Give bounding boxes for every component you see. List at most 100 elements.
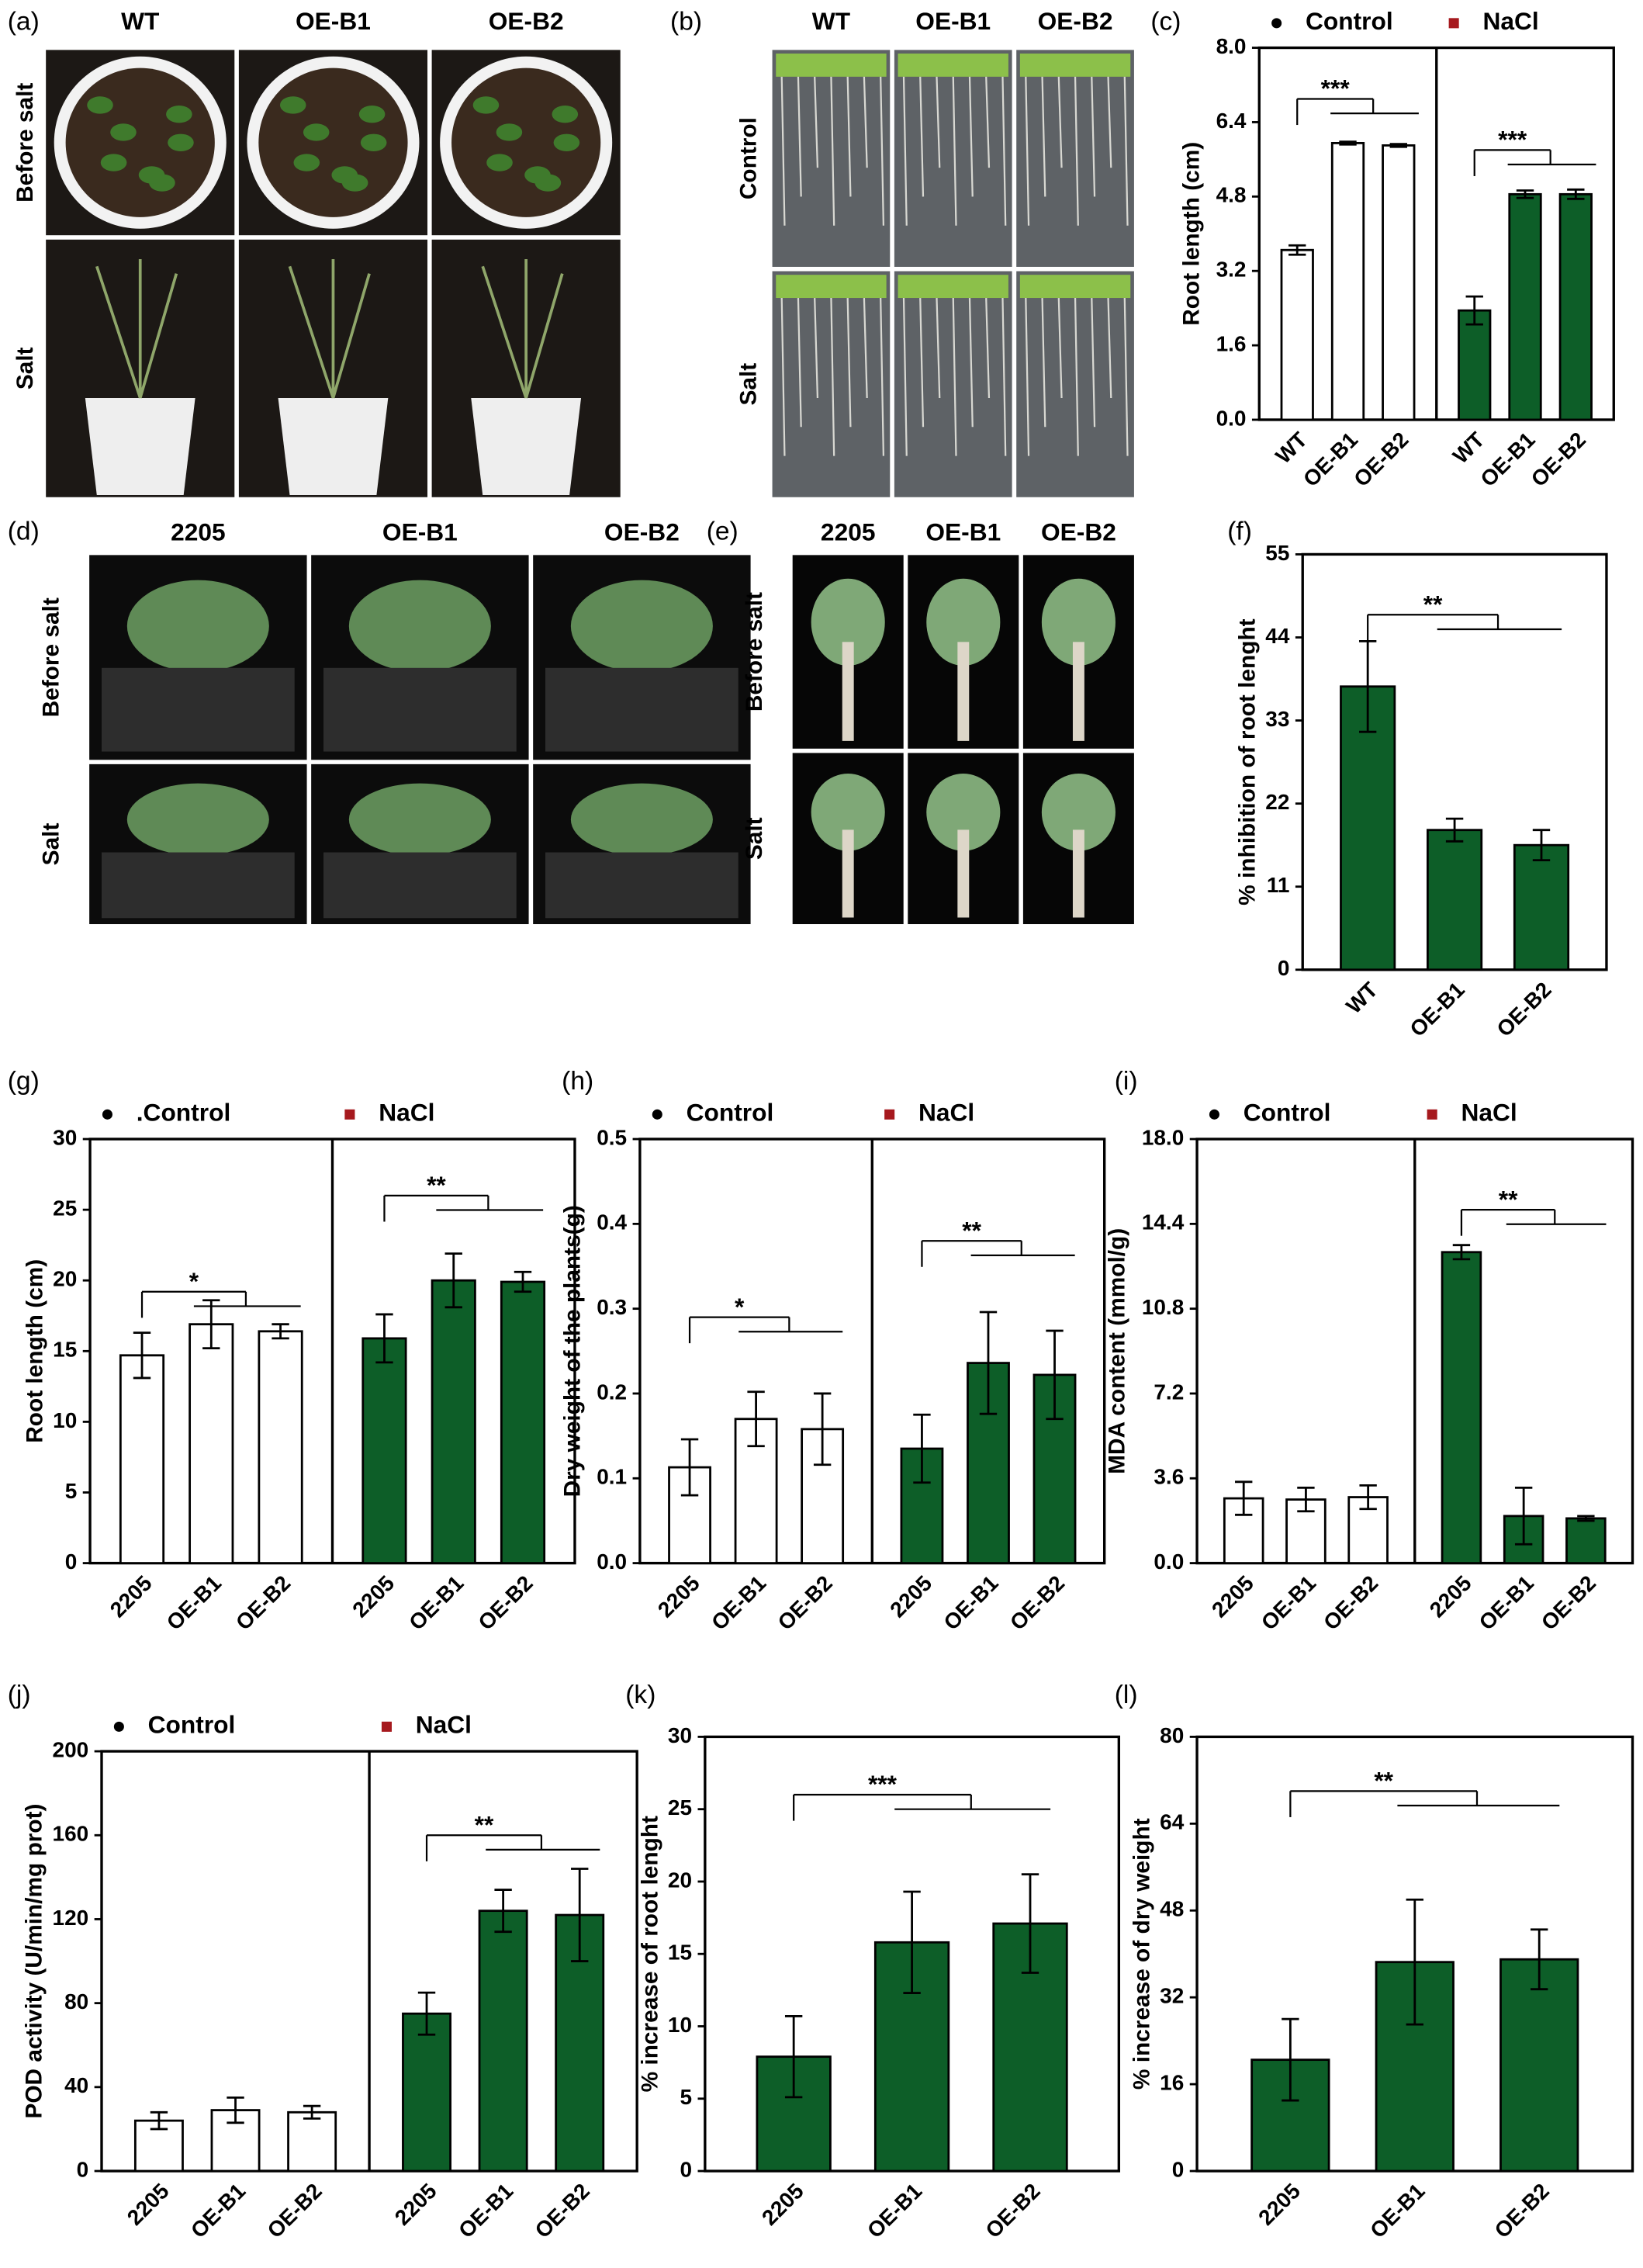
x-tick-label: WT (1271, 428, 1312, 469)
panel-label: (h) (562, 1067, 593, 1096)
root (780, 298, 786, 456)
x-tick-label: 2205 (390, 2179, 441, 2230)
root (1123, 298, 1129, 456)
column-header: 2205 (171, 518, 226, 546)
y-tick-label: 22 (1265, 790, 1289, 814)
x-tick-label: OE-B2 (1537, 1571, 1600, 1635)
tray (101, 852, 295, 919)
panel-label: (d) (8, 517, 40, 545)
x-tick-label: 2205 (885, 1571, 936, 1622)
y-tick-label: 25 (53, 1196, 77, 1221)
root (1041, 76, 1046, 197)
bar (1565, 1517, 1607, 1564)
root (968, 76, 974, 197)
y-tick-label: 16 (1160, 2070, 1184, 2094)
tray (545, 852, 738, 919)
x-tick-label: OE-B1 (939, 1571, 1002, 1635)
root (1072, 642, 1084, 741)
legend-label: NaCl (1482, 7, 1538, 35)
legend-label: NaCl (416, 1711, 472, 1739)
y-tick-label: 5 (65, 1479, 78, 1503)
x-tick-label: OE-B1 (1257, 1571, 1320, 1635)
root (919, 298, 925, 428)
y-tick-label: 1.6 (1216, 331, 1247, 355)
root (863, 76, 868, 168)
y-tick-label: 20 (53, 1267, 77, 1291)
bar (1280, 248, 1314, 421)
root (814, 76, 819, 168)
leaf (496, 123, 523, 141)
y-tick-label: 0.4 (597, 1210, 627, 1234)
x-tick-label: OE-B1 (162, 1571, 226, 1635)
y-axis-label: % increase of root lenght (637, 1816, 662, 2092)
root (1041, 298, 1046, 428)
leaf (486, 154, 513, 171)
root (1025, 76, 1030, 226)
root (936, 298, 941, 399)
y-tick-label: 15 (53, 1338, 77, 1362)
row-label: Control (736, 117, 762, 199)
plant (126, 783, 269, 856)
sig-label: ** (962, 1216, 981, 1244)
y-axis-label: % increase of dry weight (1129, 1818, 1155, 2090)
y-tick-label: 0.0 (1154, 1550, 1184, 1574)
stems (95, 258, 178, 399)
seedlings (776, 54, 887, 77)
x-tick-label: OE-B2 (1492, 978, 1555, 1041)
x-tick-label: OE-B2 (1319, 1571, 1382, 1635)
leaf (331, 166, 358, 184)
x-tick-label: OE-B1 (186, 2179, 250, 2242)
root (1025, 298, 1030, 456)
row-label: Salt (12, 347, 38, 390)
y-tick-label: 10 (668, 2013, 692, 2037)
y-tick-label: 40 (64, 2073, 88, 2097)
x-tick-label: OE-B2 (981, 2179, 1044, 2242)
root (985, 76, 991, 168)
root (880, 76, 885, 226)
x-tick-label: OE-B2 (773, 1571, 837, 1635)
sig-label: ** (1374, 1767, 1393, 1795)
y-tick-label: 0 (77, 2157, 89, 2181)
leaf (360, 133, 387, 151)
panel-label: (k) (625, 1681, 655, 1709)
bar (1508, 192, 1542, 421)
plant (1041, 578, 1116, 666)
y-tick-label: 0 (1172, 2157, 1185, 2181)
bar (500, 1280, 546, 1564)
x-tick-label: OE-B1 (707, 1571, 770, 1635)
root (842, 829, 854, 918)
bar (361, 1337, 407, 1564)
panel-label: (e) (707, 517, 738, 545)
seedlings (898, 275, 1008, 299)
legend-marker (344, 1109, 355, 1120)
root (1001, 298, 1007, 456)
y-tick-label: 15 (668, 1941, 692, 1965)
root (902, 76, 908, 226)
legend-label: NaCl (918, 1099, 974, 1127)
tray (323, 852, 517, 919)
x-tick-label: OE-B1 (1475, 1571, 1538, 1635)
sig-label: *** (1321, 74, 1351, 102)
y-tick-label: 200 (53, 1737, 89, 1761)
x-tick-label: OE-B1 (1299, 428, 1362, 491)
y-tick-label: 0.5 (597, 1125, 627, 1149)
root (1107, 76, 1112, 168)
y-axis-label: Root length (cm) (22, 1259, 48, 1443)
y-tick-label: 0.2 (597, 1380, 627, 1404)
plant (1041, 774, 1116, 851)
panel-label: (b) (670, 8, 702, 36)
bar (1426, 829, 1483, 971)
panel-label: (l) (1115, 1681, 1138, 1709)
x-tick-label: OE-B2 (1005, 1571, 1069, 1635)
root (830, 298, 835, 456)
sig-label: * (735, 1293, 745, 1321)
panel-label: (c) (1150, 8, 1181, 36)
column-header: WT (812, 7, 851, 35)
legend-label: NaCl (1461, 1099, 1517, 1127)
x-tick-label: 2205 (123, 2179, 174, 2230)
bar (287, 2110, 337, 2173)
leaf (166, 106, 192, 123)
x-tick-label: WT (1341, 978, 1382, 1019)
bar (1340, 685, 1396, 971)
sig-label: ** (475, 1810, 494, 1838)
